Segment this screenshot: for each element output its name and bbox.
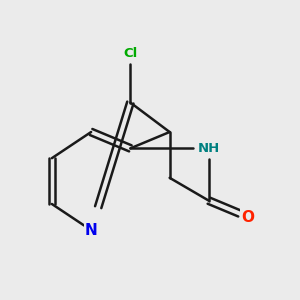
Text: O: O	[242, 210, 255, 225]
Text: N: N	[85, 223, 98, 238]
Text: Cl: Cl	[123, 47, 137, 60]
Text: NH: NH	[198, 142, 220, 155]
